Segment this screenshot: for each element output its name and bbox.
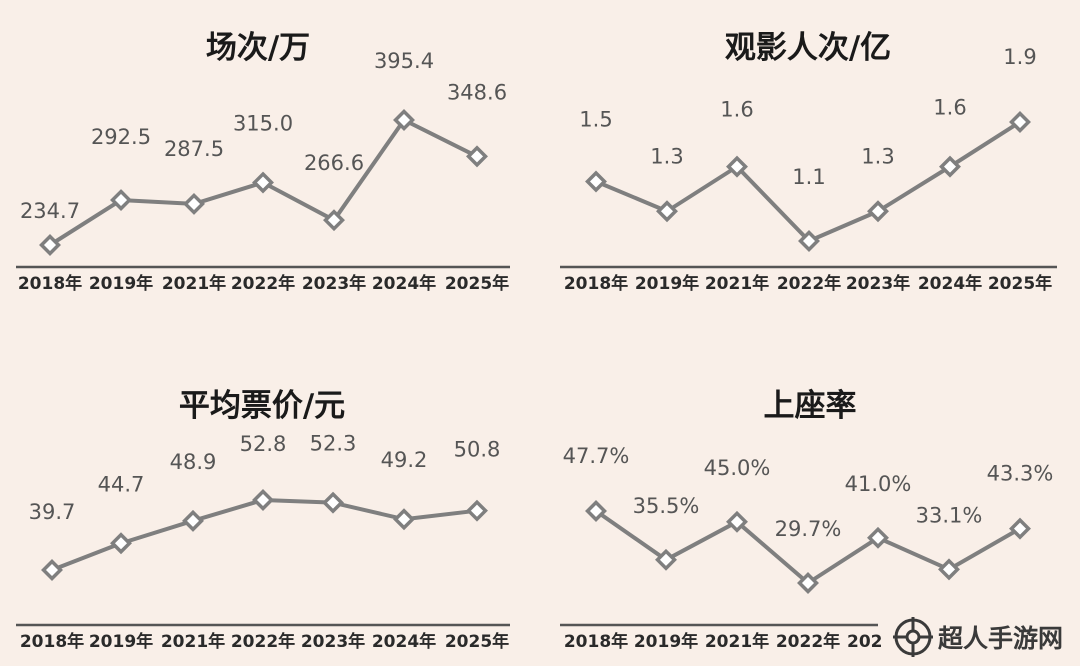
x-tick-label: 2025年 — [988, 273, 1052, 294]
data-point-marker — [183, 192, 205, 215]
data-point-marker — [466, 145, 488, 168]
data-point-marker — [110, 532, 132, 555]
panel-4-title: 上座率 — [764, 388, 857, 424]
x-tick-label: 2023年 — [846, 273, 910, 294]
data-point-marker — [1009, 111, 1031, 133]
panel-2-title: 观影人次/亿 — [725, 30, 891, 66]
x-tick-label: 2025年 — [445, 273, 509, 294]
x-tick-label: 2023年 — [302, 273, 366, 294]
x-tick-label: 2021年 — [705, 273, 769, 294]
data-point-marker — [867, 200, 889, 223]
data-label: 266.6 — [304, 151, 364, 175]
data-label: 1.1 — [792, 165, 825, 189]
data-label: 33.1% — [916, 503, 983, 527]
data-label: 52.3 — [310, 432, 357, 456]
data-label: 1.3 — [861, 144, 894, 168]
data-label: 1.9 — [1003, 45, 1036, 69]
data-label: 315.0 — [233, 112, 293, 136]
data-point-marker — [726, 510, 748, 533]
data-label: 45.0% — [704, 456, 771, 480]
x-tick-label: 2023年 — [301, 631, 365, 652]
data-label: 50.8 — [454, 438, 501, 462]
data-point-marker — [252, 171, 274, 194]
data-label: 234.7 — [20, 199, 80, 223]
data-label: 1.6 — [933, 96, 966, 120]
data-label: 287.5 — [164, 137, 224, 161]
panel-3-plot: 39.7 44.7 48.9 52.8 52.3 49.2 50.8 2018年 2019年 20… — [16, 432, 510, 652]
x-tick-label: 2019年 — [635, 273, 699, 294]
x-tick-label: 2018年 — [564, 631, 628, 652]
panel-4-plot: 47.7% 35.5%45.0% 29.7%41.0%33.1%43.3% 2018年… — [560, 444, 1053, 652]
data-point-marker — [323, 209, 345, 232]
x-tick-label: 2018年 — [564, 273, 628, 294]
x-tick-label: 2024年 — [372, 273, 436, 294]
data-point-marker — [585, 500, 607, 522]
data-label: 395.4 — [374, 49, 434, 73]
data-label: 47.7% — [563, 444, 630, 468]
watermark-text: 超人手游网 — [938, 624, 1063, 653]
series-line — [51, 498, 478, 572]
watermark: 超人手游网 — [893, 617, 1063, 657]
data-point-marker — [798, 230, 820, 252]
data-point-marker — [938, 558, 960, 581]
x-tick-label: 2022年 — [777, 273, 841, 294]
data-point-marker — [393, 109, 415, 131]
data-label: 49.2 — [381, 448, 428, 472]
data-label: 44.7 — [98, 472, 145, 496]
data-point-marker — [656, 200, 678, 223]
data-point-marker — [252, 489, 274, 511]
x-tick-label: 2019年 — [89, 273, 153, 294]
panel-2-plot: 1.5 1.3 1.6 1.1 1.3 1.6 1.9 2018年 2019年 2021年 2022… — [560, 45, 1057, 294]
data-label: 29.7% — [775, 517, 842, 541]
x-tick-label: 2021年 — [705, 631, 769, 652]
x-tick-label: 2018年 — [20, 631, 84, 652]
x-tick-label: 2022年 — [776, 631, 840, 652]
data-label: 41.0% — [845, 472, 912, 496]
data-label: 1.6 — [720, 98, 753, 122]
data-point-marker — [797, 572, 819, 594]
x-tick-label: 2021年 — [162, 273, 226, 294]
x-tick-label: 2019年 — [634, 631, 698, 652]
data-label: 1.3 — [650, 144, 683, 168]
x-tick-label: 2022年 — [231, 631, 295, 652]
data-point-marker — [110, 189, 132, 212]
data-point-marker — [655, 548, 677, 571]
x-tick-label: 2022年 — [231, 273, 295, 294]
data-point-marker — [585, 170, 607, 193]
data-point-marker — [1009, 517, 1031, 540]
x-tick-label: 2021年 — [161, 631, 225, 652]
panel-1-plot: 234.7 292.5 287.5 315.0 266.6 395.4 348.6 2018年… — [16, 49, 510, 294]
x-tick-label: 2019年 — [89, 631, 153, 652]
data-label: 52.8 — [240, 432, 287, 456]
data-point-marker — [393, 508, 415, 531]
data-label: 35.5% — [633, 494, 700, 518]
data-label: 1.5 — [579, 108, 612, 132]
data-label: 348.6 — [447, 80, 507, 104]
data-label: 43.3% — [987, 462, 1054, 486]
x-tick-label: 2024年 — [918, 273, 982, 294]
data-point-marker — [322, 491, 344, 514]
data-label: 39.7 — [29, 500, 76, 524]
data-point-marker — [41, 559, 63, 581]
data-point-marker — [939, 155, 961, 178]
data-label: 292.5 — [91, 125, 151, 149]
panel-3-title: 平均票价/元 — [179, 388, 345, 424]
data-label: 48.9 — [170, 450, 217, 474]
crosshair-logo-icon — [893, 617, 933, 657]
data-point-marker — [867, 526, 889, 549]
data-point-marker — [182, 509, 204, 532]
panel-1-title: 场次/万 — [206, 30, 310, 66]
data-point-marker — [466, 499, 488, 522]
x-tick-label: 202 — [847, 632, 883, 652]
x-tick-label: 2025年 — [445, 631, 509, 652]
x-tick-label: 2024年 — [372, 631, 436, 652]
data-point-marker — [39, 234, 61, 256]
data-point-marker — [726, 155, 748, 178]
x-tick-label: 2018年 — [18, 273, 82, 294]
